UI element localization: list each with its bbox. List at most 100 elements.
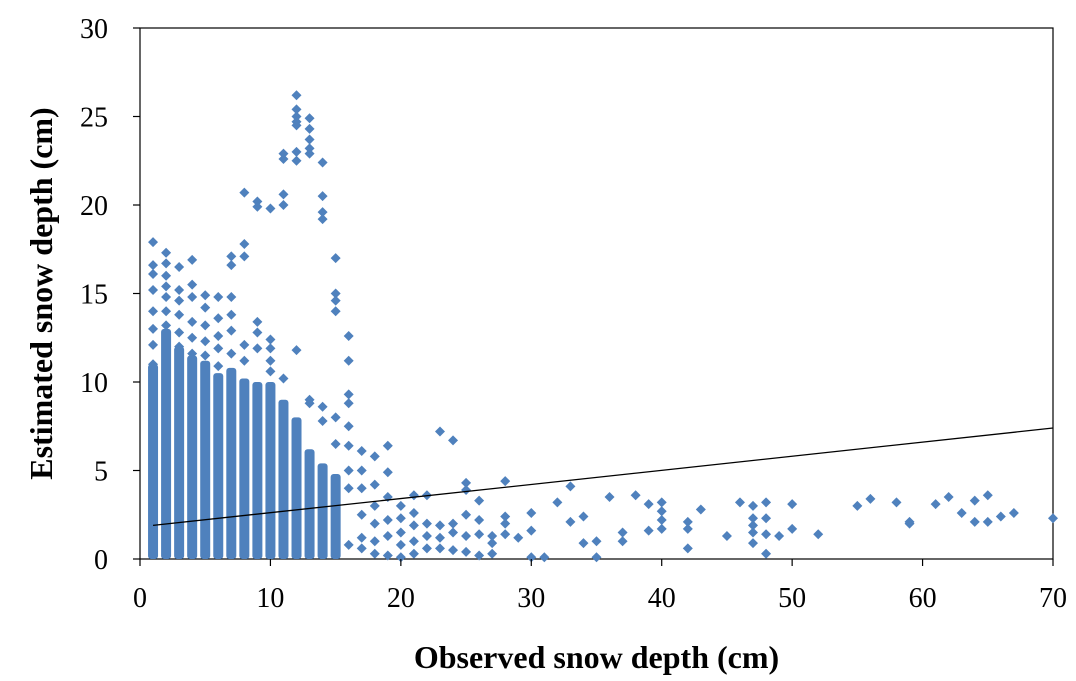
data-point	[434, 532, 445, 543]
data-point	[474, 495, 485, 506]
data-point	[930, 499, 941, 510]
x-tick-label: 40	[648, 583, 676, 614]
data-point	[291, 120, 302, 131]
data-point	[904, 518, 915, 529]
data-point	[213, 361, 224, 372]
data-point	[174, 261, 185, 272]
data-point	[174, 284, 185, 295]
data-point	[161, 306, 172, 317]
x-tick-label: 10	[256, 583, 284, 614]
data-point	[187, 348, 198, 359]
point-column-2	[161, 328, 172, 559]
data-point	[969, 516, 980, 527]
data-point	[330, 295, 341, 306]
data-point	[656, 506, 667, 517]
data-point	[356, 532, 367, 543]
data-point	[643, 525, 654, 536]
data-point	[187, 292, 198, 303]
data-point	[187, 332, 198, 343]
data-point	[187, 279, 198, 290]
data-point	[982, 516, 993, 527]
data-point	[174, 295, 185, 306]
data-point	[695, 504, 706, 515]
data-point	[343, 421, 354, 432]
data-point	[330, 412, 341, 423]
data-point	[513, 532, 524, 543]
data-point	[278, 153, 289, 164]
data-point	[239, 339, 250, 350]
data-point	[278, 148, 289, 159]
data-point	[461, 546, 472, 557]
data-point	[395, 539, 406, 550]
data-point	[148, 359, 159, 370]
data-point	[748, 513, 759, 524]
data-point	[278, 200, 289, 210]
data-point	[317, 157, 328, 168]
data-point	[656, 497, 667, 508]
data-point	[969, 495, 980, 506]
data-point	[617, 527, 628, 538]
data-point	[382, 467, 393, 478]
point-column-9	[252, 382, 263, 559]
point-column-15	[330, 474, 341, 559]
trendline	[152, 427, 1054, 527]
data-point	[382, 550, 393, 561]
data-point	[161, 320, 172, 331]
data-point	[761, 529, 772, 540]
data-point	[408, 536, 419, 547]
data-point	[343, 355, 354, 366]
data-point	[161, 270, 172, 281]
data-point	[461, 530, 472, 541]
data-point	[448, 435, 459, 446]
data-point	[330, 306, 341, 317]
data-point	[304, 134, 315, 145]
x-tick-label: 60	[909, 583, 937, 614]
plot-area	[139, 27, 1058, 563]
y-tick-label: 10	[80, 368, 108, 399]
data-point	[226, 325, 237, 336]
data-point	[369, 518, 380, 529]
data-point	[291, 111, 302, 122]
data-point	[474, 515, 485, 526]
data-point	[774, 530, 785, 541]
data-point	[682, 523, 693, 534]
data-point	[1008, 507, 1019, 518]
data-point	[291, 90, 302, 101]
point-column-7	[226, 367, 237, 559]
data-point	[656, 515, 667, 526]
data-point	[395, 513, 406, 524]
data-point	[356, 465, 367, 476]
data-point	[213, 313, 224, 324]
data-point	[239, 355, 250, 366]
point-column-6	[213, 373, 224, 559]
x-axis-title: Observed snow depth (cm)	[414, 639, 779, 675]
data-point	[265, 343, 276, 354]
data-point	[852, 500, 863, 511]
data-point	[487, 530, 498, 541]
data-point	[474, 529, 485, 540]
data-point	[161, 281, 172, 292]
data-point	[604, 492, 615, 503]
data-point	[656, 523, 667, 534]
data-point	[343, 483, 354, 494]
data-point	[748, 520, 759, 531]
data-point	[317, 214, 328, 225]
data-point	[421, 518, 432, 529]
data-point	[291, 155, 302, 166]
data-point	[200, 290, 211, 301]
data-point	[265, 203, 276, 214]
data-point	[148, 323, 159, 334]
y-tick-label: 30	[80, 14, 108, 45]
data-point	[382, 440, 393, 451]
data-point	[565, 481, 576, 492]
data-point	[304, 143, 315, 154]
data-point	[369, 548, 380, 559]
data-point	[500, 529, 511, 540]
data-point	[330, 438, 341, 449]
y-tick-label: 0	[94, 545, 108, 576]
data-point	[761, 513, 772, 524]
data-point	[721, 530, 732, 541]
data-point	[252, 201, 263, 212]
data-point	[343, 465, 354, 476]
